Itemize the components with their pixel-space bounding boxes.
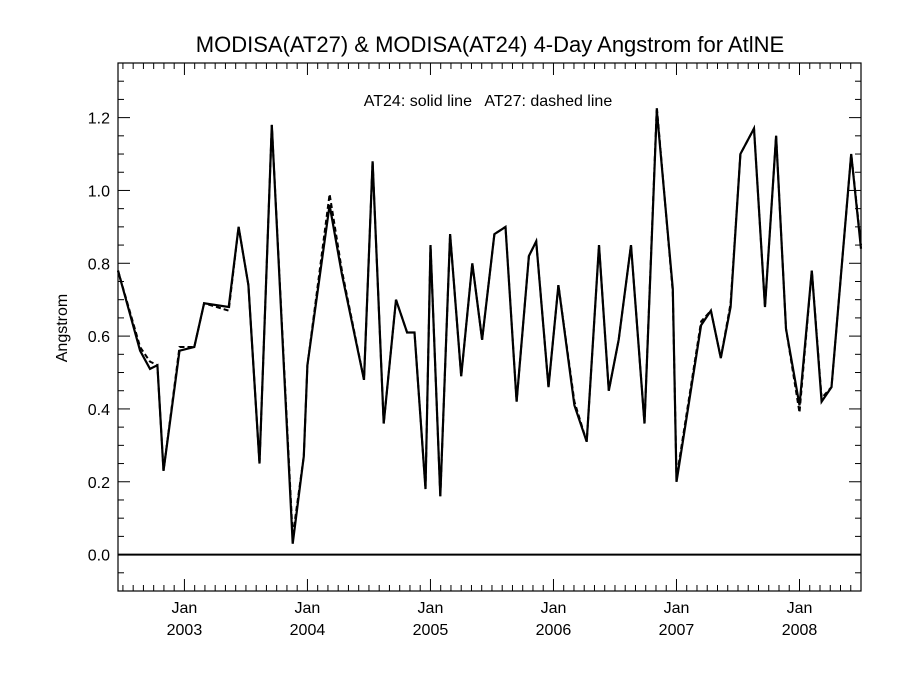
x-tick-month: Jan [664, 600, 690, 617]
axis-ticks [118, 62, 862, 592]
y-axis-label: Angstrom [54, 294, 71, 362]
x-tick-year: 2007 [659, 622, 695, 639]
x-tick-month: Jan [418, 600, 444, 617]
x-tick-year: 2004 [290, 622, 326, 639]
x-tick-month: Jan [541, 600, 567, 617]
y-tick-label: 0.2 [88, 475, 110, 492]
y-tick-label: 1.2 [88, 111, 110, 128]
y-tick-label: 1.0 [88, 183, 110, 200]
x-tick-year: 2006 [536, 622, 572, 639]
chart-title: MODISA(AT27) & MODISA(AT24) 4-Day Angstr… [196, 32, 784, 57]
series-annotation: AT24: solid line AT27: dashed line [364, 93, 613, 110]
x-tick-month: Jan [172, 600, 198, 617]
y-tick-label: 0.0 [88, 548, 110, 565]
y-tick-label: 0.8 [88, 256, 110, 273]
y-tick-label: 0.6 [88, 329, 110, 346]
x-tick-year: 2005 [413, 622, 449, 639]
x-tick-month: Jan [295, 600, 321, 617]
plot-frame [117, 62, 862, 592]
series-line-dashed [117, 106, 862, 537]
series-lines [116, 106, 863, 544]
series-line-solid [116, 110, 863, 544]
y-tick-labels: 0.0 0.2 0.4 0.6 0.8 1.0 1.2 [88, 111, 110, 565]
y-tick-label: 0.4 [88, 402, 110, 419]
x-tick-month: Jan [787, 600, 813, 617]
x-tick-year: 2003 [167, 622, 203, 639]
x-tick-year: 2008 [782, 622, 818, 639]
x-tick-labels: Jan 2003 Jan 2004 Jan 2005 Jan 2006 Jan 2007 Jan 20… [167, 600, 818, 639]
